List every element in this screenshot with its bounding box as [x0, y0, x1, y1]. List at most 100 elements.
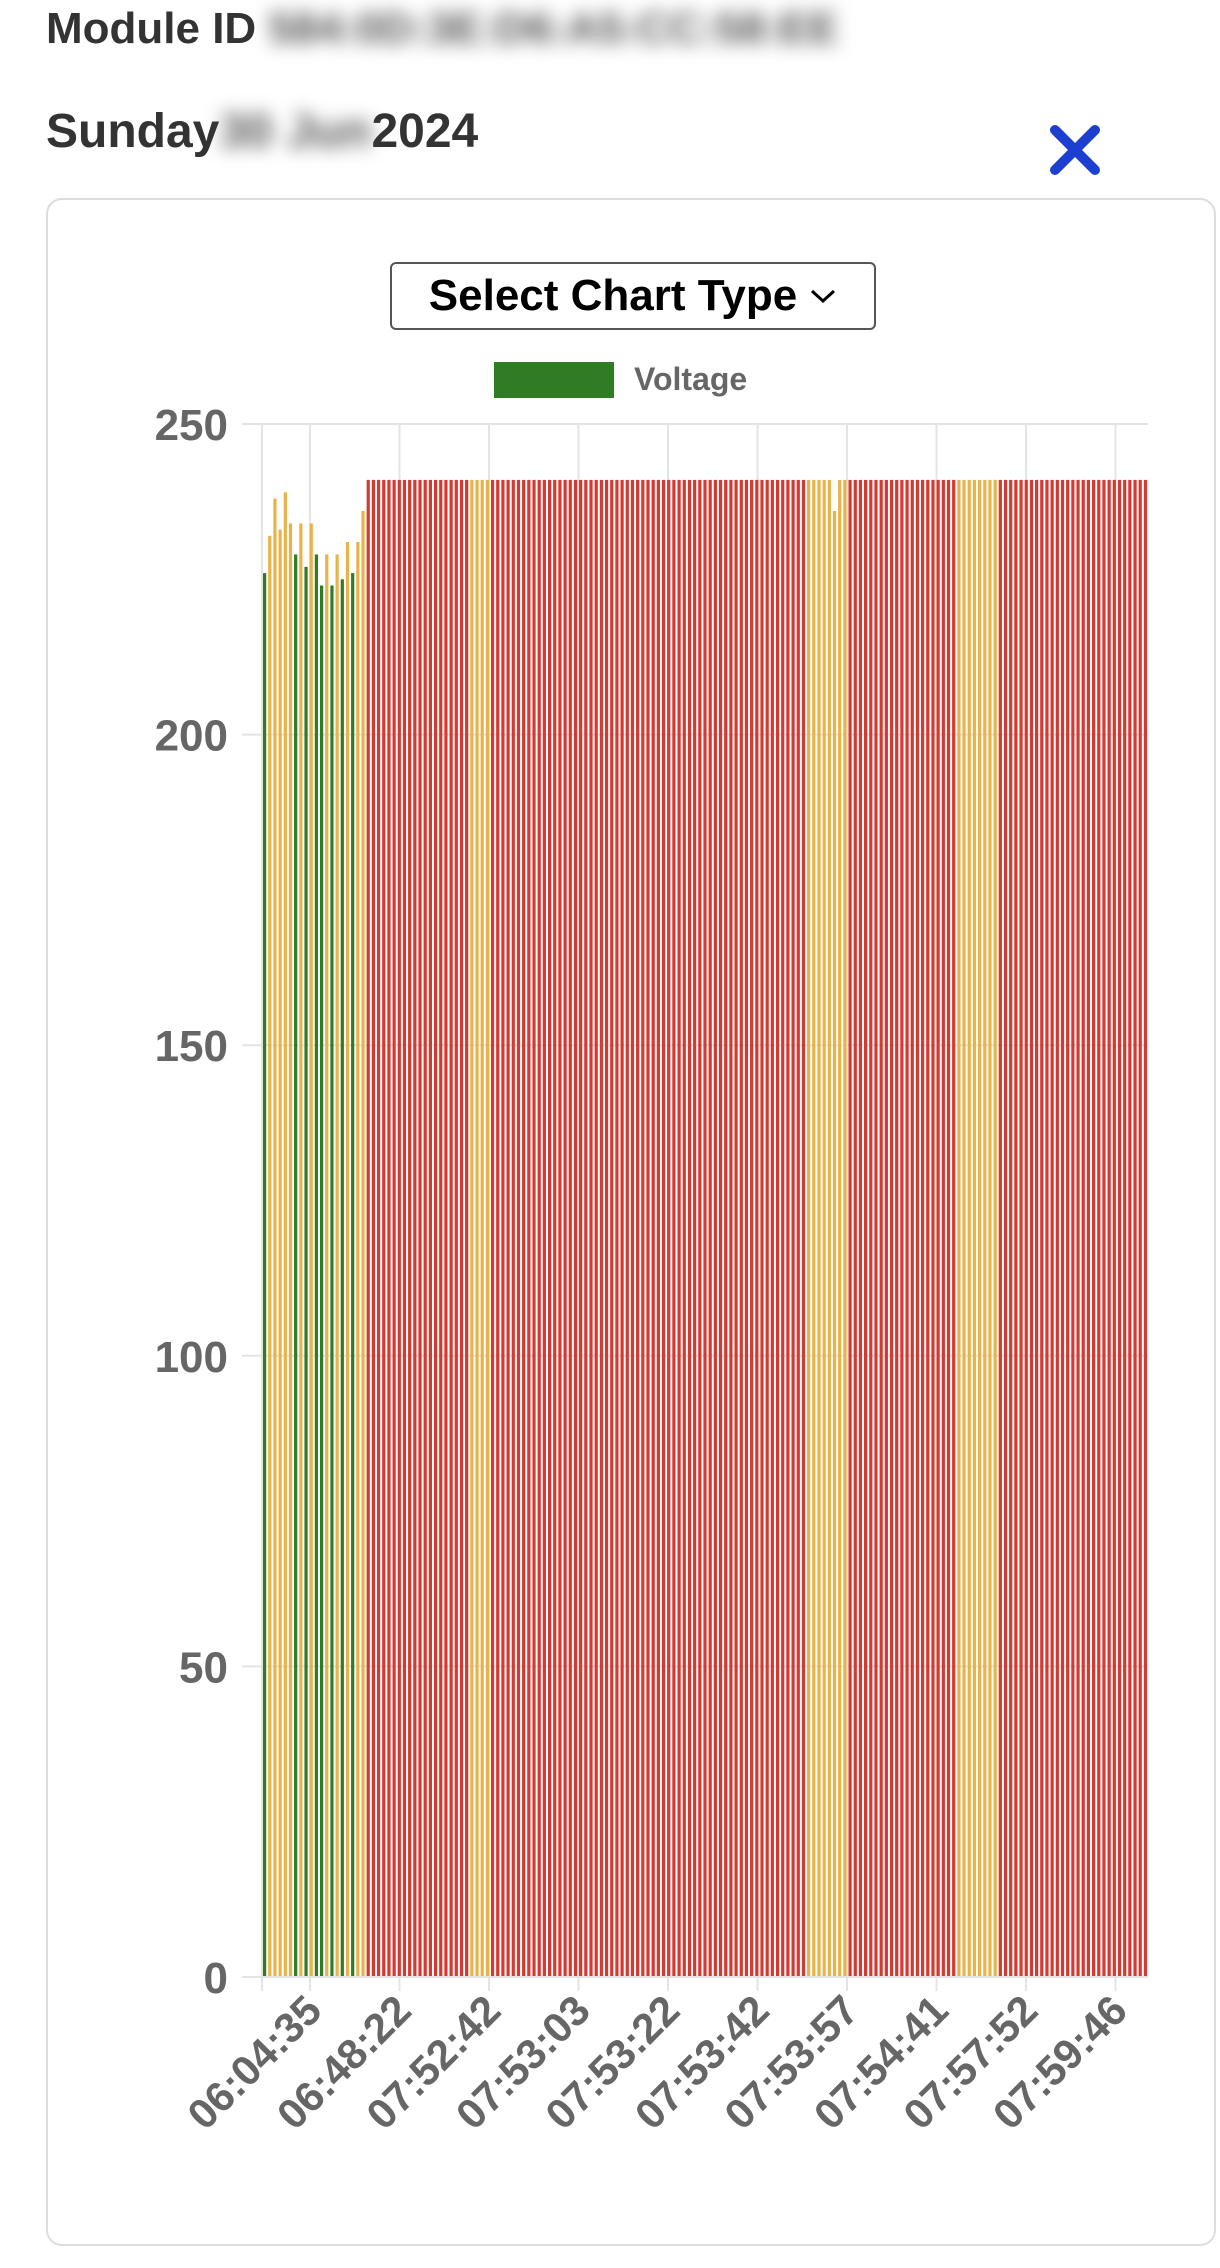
bar [589, 479, 593, 1978]
chart-type-select[interactable]: Select Chart Type [390, 262, 876, 330]
bar [729, 479, 733, 1978]
y-tick-label: 200 [155, 712, 228, 761]
bar [915, 479, 920, 1978]
bar [340, 579, 344, 1977]
bar [946, 479, 951, 1978]
bar [770, 479, 774, 1978]
bar [537, 479, 541, 1978]
close-icon [1050, 125, 1100, 175]
bar [998, 479, 1002, 1978]
bar [1143, 479, 1148, 1978]
chevron-down-icon [811, 289, 836, 304]
bar [832, 510, 837, 1977]
bar [262, 573, 267, 1977]
close-button[interactable] [1045, 120, 1105, 180]
module-id: Module ID 584:0D:3E:D6:A5:CC:58:EE [46, 4, 838, 54]
bar [465, 479, 469, 1978]
bar [682, 479, 686, 1978]
bar [408, 479, 412, 1978]
bar [718, 479, 723, 1978]
legend-label-voltage: Voltage [634, 361, 748, 397]
bar [330, 585, 334, 1978]
bar [895, 479, 899, 1978]
bar [734, 479, 738, 1978]
bar [827, 479, 831, 1978]
bar [1019, 479, 1023, 1978]
bar [641, 479, 645, 1978]
bar [480, 479, 484, 1978]
bar [1133, 479, 1137, 1978]
bar [475, 479, 479, 1978]
bar [428, 479, 432, 1978]
bar [843, 479, 847, 1978]
bar [584, 479, 588, 1978]
bar [879, 479, 883, 1978]
day-label: Sunday [46, 105, 220, 158]
bar [620, 479, 624, 1978]
bar [1112, 479, 1116, 1978]
bar [936, 479, 940, 1978]
bar [392, 479, 396, 1978]
bar [413, 479, 417, 1978]
bar [470, 479, 474, 1978]
bar [568, 479, 572, 1978]
bar [1045, 479, 1049, 1978]
bar [594, 479, 598, 1978]
bar [853, 479, 857, 1978]
bar [371, 479, 376, 1978]
bar [812, 479, 816, 1978]
bar [708, 479, 712, 1978]
bar [599, 479, 603, 1978]
bar [439, 479, 443, 1978]
bar [941, 479, 945, 1978]
bar [926, 479, 930, 1978]
bar [667, 479, 671, 1978]
bar [1071, 479, 1075, 1978]
bar [884, 479, 888, 1978]
bar [1024, 479, 1028, 1978]
bar [921, 479, 925, 1978]
bar [905, 479, 909, 1978]
bar [962, 479, 966, 1978]
bar [485, 479, 489, 1978]
bar [1003, 479, 1008, 1978]
bar [765, 479, 769, 1978]
bar [817, 479, 821, 1978]
bar [501, 479, 505, 1978]
bar [848, 479, 852, 1978]
bar [615, 479, 619, 1978]
bar [713, 479, 717, 1978]
bar [294, 554, 298, 1977]
bar [952, 479, 956, 1978]
y-tick-label: 50 [179, 1643, 228, 1692]
bar [1107, 479, 1111, 1978]
date-line: Sunday30 Jun2024 [46, 104, 478, 159]
bar [459, 479, 464, 1978]
bar [366, 479, 370, 1978]
bar [490, 479, 495, 1978]
bar [444, 479, 448, 1978]
module-id-value: 584:0D:3E:D6:A5:CC:58:EE [268, 4, 839, 53]
bar [516, 479, 521, 1978]
bar [387, 479, 391, 1978]
bar [335, 554, 339, 1977]
bar [423, 479, 427, 1978]
bar [1128, 479, 1132, 1978]
bar [625, 479, 629, 1978]
bar [1117, 479, 1122, 1978]
bar [532, 479, 536, 1978]
bar [1009, 479, 1013, 1978]
bar [1060, 479, 1065, 1978]
bar [636, 479, 640, 1978]
y-tick-label: 250 [155, 401, 228, 450]
bar [604, 479, 609, 1978]
bar [449, 479, 453, 1978]
bar [651, 479, 655, 1978]
bar [796, 479, 800, 1978]
bar [858, 479, 863, 1978]
chart-legend[interactable]: Voltage [494, 361, 747, 398]
bar [361, 510, 365, 1977]
bar [993, 479, 997, 1978]
bar [693, 479, 697, 1978]
bar [889, 479, 894, 1978]
